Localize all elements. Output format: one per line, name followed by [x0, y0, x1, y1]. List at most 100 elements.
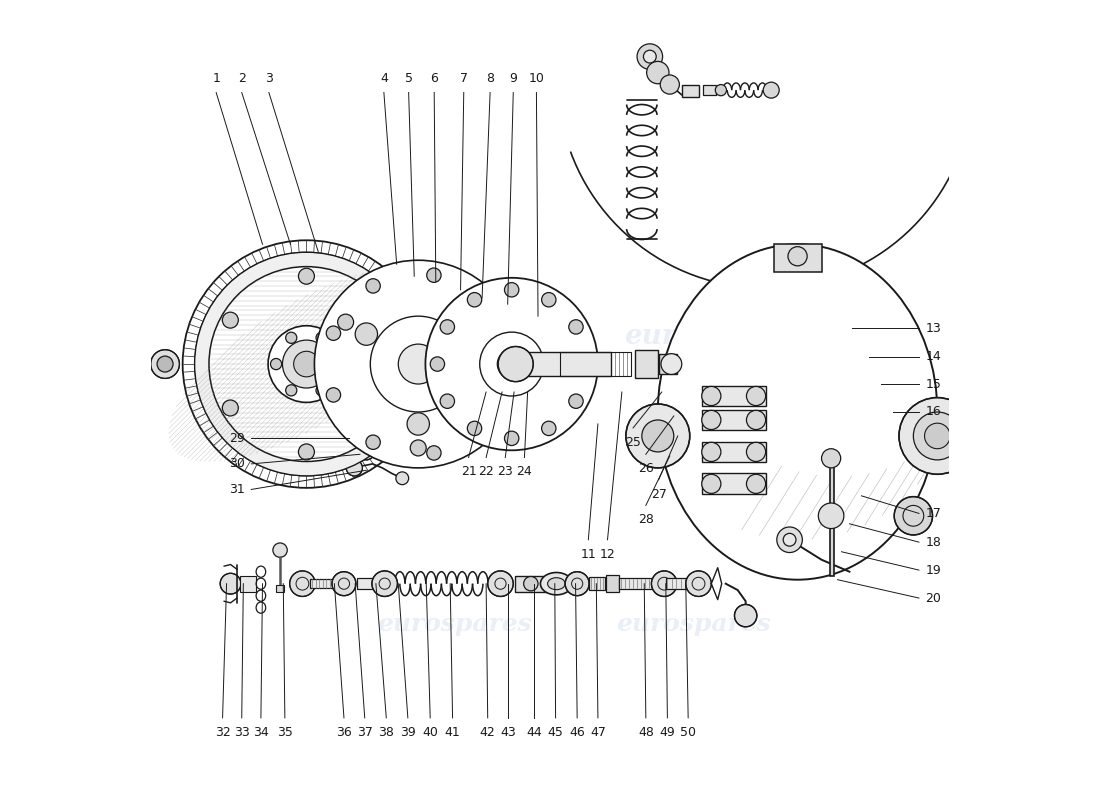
Text: 26: 26	[638, 462, 653, 475]
Circle shape	[331, 358, 342, 370]
Circle shape	[388, 451, 400, 464]
Bar	[702, 386, 766, 406]
Bar	[702, 410, 766, 430]
Circle shape	[647, 62, 669, 84]
Circle shape	[468, 421, 482, 435]
Circle shape	[660, 75, 680, 94]
Text: 19: 19	[925, 564, 942, 577]
Circle shape	[374, 400, 390, 416]
Circle shape	[505, 431, 519, 446]
Text: 48: 48	[638, 726, 653, 739]
Bar	[703, 86, 716, 95]
Text: 28: 28	[638, 514, 653, 526]
Bar	[516, 352, 612, 376]
Text: 38: 38	[378, 726, 394, 739]
Circle shape	[220, 574, 241, 594]
Circle shape	[480, 332, 543, 396]
Circle shape	[427, 446, 441, 460]
Text: 2: 2	[238, 71, 245, 85]
Circle shape	[502, 357, 516, 371]
Bar	[996, 423, 1020, 449]
Circle shape	[505, 282, 519, 297]
Text: 14: 14	[925, 350, 942, 363]
Circle shape	[273, 543, 287, 558]
Bar	[276, 586, 284, 592]
Circle shape	[763, 82, 779, 98]
Circle shape	[427, 268, 441, 282]
Text: 49: 49	[660, 726, 675, 739]
Bar	[829, 456, 834, 576]
Bar	[666, 578, 690, 590]
Text: 20: 20	[925, 591, 942, 605]
Text: 41: 41	[444, 726, 461, 739]
Circle shape	[579, 357, 593, 371]
Text: 50: 50	[680, 726, 696, 739]
Bar	[356, 578, 381, 590]
Circle shape	[366, 435, 381, 450]
Text: eurospares: eurospares	[616, 612, 771, 636]
Text: 31: 31	[229, 483, 245, 496]
Circle shape	[407, 413, 429, 435]
Bar	[590, 578, 605, 590]
Circle shape	[822, 449, 840, 468]
Circle shape	[651, 571, 676, 597]
Bar	[976, 420, 996, 452]
Circle shape	[157, 356, 173, 372]
Text: 18: 18	[925, 536, 942, 549]
Text: 22: 22	[478, 466, 494, 478]
Circle shape	[541, 421, 556, 435]
Text: 5: 5	[405, 71, 412, 85]
Circle shape	[459, 323, 482, 346]
Circle shape	[366, 278, 381, 293]
Bar	[515, 576, 547, 592]
Circle shape	[715, 85, 726, 96]
Text: 8: 8	[486, 71, 494, 85]
Ellipse shape	[658, 244, 937, 580]
Circle shape	[894, 497, 933, 535]
Circle shape	[487, 571, 514, 597]
Circle shape	[327, 388, 341, 402]
Circle shape	[481, 415, 495, 430]
Circle shape	[374, 312, 390, 328]
Text: 47: 47	[590, 726, 606, 739]
Circle shape	[702, 474, 721, 494]
Circle shape	[483, 314, 498, 330]
Circle shape	[294, 351, 319, 377]
Circle shape	[569, 394, 583, 408]
Circle shape	[913, 412, 961, 460]
Ellipse shape	[540, 573, 572, 595]
Text: 4: 4	[379, 71, 388, 85]
Circle shape	[661, 354, 682, 374]
Bar	[606, 575, 618, 593]
Bar	[659, 354, 676, 374]
Text: 42: 42	[480, 726, 496, 739]
Text: 29: 29	[229, 432, 245, 445]
Circle shape	[541, 293, 556, 307]
Text: eurospares: eurospares	[377, 612, 531, 636]
Text: eurospares: eurospares	[624, 322, 795, 350]
Circle shape	[783, 534, 796, 546]
Text: 34: 34	[253, 726, 268, 739]
Text: 11: 11	[581, 548, 596, 561]
Ellipse shape	[548, 578, 565, 590]
Circle shape	[685, 571, 712, 597]
Text: 27: 27	[651, 488, 667, 501]
Circle shape	[344, 442, 364, 462]
Bar	[702, 474, 766, 494]
Circle shape	[818, 503, 844, 529]
Text: 43: 43	[500, 726, 516, 739]
Text: 35: 35	[277, 726, 293, 739]
Circle shape	[440, 320, 454, 334]
Circle shape	[268, 326, 344, 402]
Circle shape	[788, 246, 807, 266]
Circle shape	[410, 440, 426, 456]
Circle shape	[209, 266, 404, 462]
Text: 7: 7	[460, 71, 467, 85]
Circle shape	[777, 527, 802, 553]
Circle shape	[346, 460, 362, 476]
Circle shape	[524, 577, 538, 591]
Circle shape	[1053, 420, 1085, 452]
Text: 21: 21	[461, 466, 476, 478]
Circle shape	[498, 346, 534, 382]
Circle shape	[702, 386, 721, 406]
